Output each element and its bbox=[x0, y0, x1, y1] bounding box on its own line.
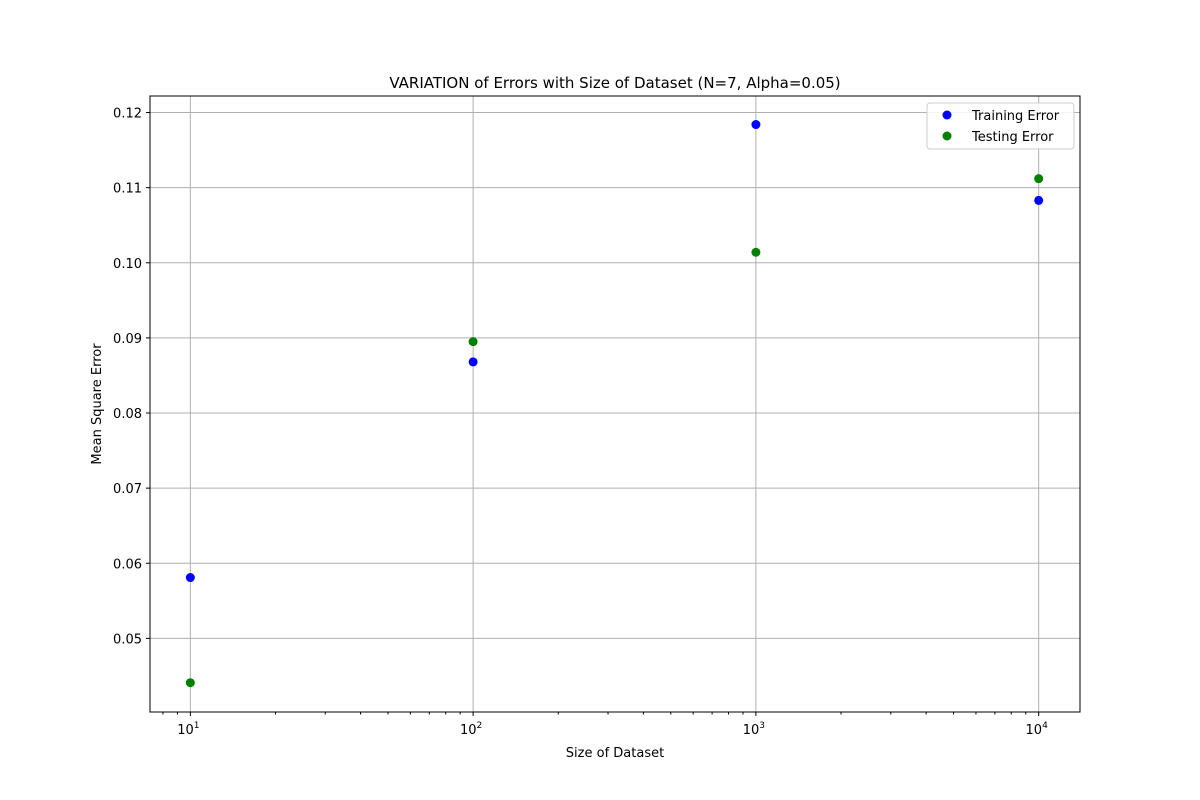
grid bbox=[150, 96, 1080, 712]
x-tick-label: 104 bbox=[1026, 721, 1049, 738]
y-tick-label: 0.06 bbox=[113, 557, 142, 572]
point-training-0 bbox=[185, 573, 195, 583]
y-axis-label: Mean Square Error bbox=[90, 343, 105, 465]
plot-frame bbox=[149, 95, 1081, 713]
y-tick-label: 0.08 bbox=[113, 407, 142, 422]
chart-title: VARIATION of Errors with Size of Dataset… bbox=[389, 74, 840, 92]
point-testing-2 bbox=[751, 247, 761, 257]
x-tick-label: 102 bbox=[460, 721, 482, 738]
y-tick-label: 0.05 bbox=[113, 632, 142, 647]
legend-label-1: Testing Error bbox=[971, 130, 1054, 145]
x-tick-label: 103 bbox=[743, 721, 765, 738]
axis-ticks: 101 102 103 104 0.05 0.06 0.07 0.08 0.09 0.10 0.11… bbox=[113, 107, 1048, 738]
legend-marker-1 bbox=[942, 131, 952, 141]
x-tick-label: 101 bbox=[177, 721, 199, 738]
legend-label-0: Training Error bbox=[971, 109, 1060, 124]
point-testing-3 bbox=[1034, 174, 1044, 184]
point-training-1 bbox=[468, 357, 478, 367]
point-testing-0 bbox=[185, 678, 195, 688]
x-axis-label: Size of Dataset bbox=[566, 746, 664, 761]
y-tick-label: 0.07 bbox=[113, 482, 142, 497]
legend: Training Error Testing Error bbox=[926, 102, 1075, 150]
point-training-3 bbox=[1034, 195, 1044, 205]
y-tick-label: 0.09 bbox=[113, 332, 142, 347]
y-tick-label: 0.12 bbox=[113, 107, 142, 122]
data-points bbox=[185, 120, 1044, 688]
y-tick-label: 0.11 bbox=[113, 182, 142, 197]
point-training-2 bbox=[751, 120, 761, 130]
legend-box bbox=[926, 102, 1075, 150]
legend-marker-0 bbox=[942, 110, 952, 120]
y-tick-label: 0.10 bbox=[113, 257, 142, 272]
point-testing-1 bbox=[468, 337, 478, 347]
